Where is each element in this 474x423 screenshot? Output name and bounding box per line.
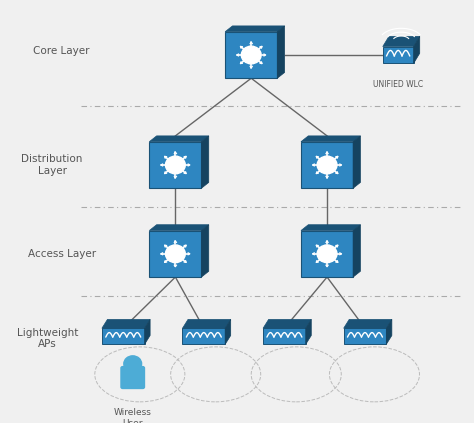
Polygon shape <box>201 225 209 277</box>
Polygon shape <box>225 26 284 32</box>
Polygon shape <box>102 328 145 344</box>
Polygon shape <box>225 32 277 78</box>
Polygon shape <box>182 328 225 344</box>
Polygon shape <box>263 319 311 328</box>
Polygon shape <box>301 231 353 277</box>
Circle shape <box>317 245 337 263</box>
Polygon shape <box>263 328 306 344</box>
Polygon shape <box>149 136 209 142</box>
Polygon shape <box>149 142 201 188</box>
Polygon shape <box>301 225 360 231</box>
Text: Distribution
Layer: Distribution Layer <box>21 154 83 176</box>
Polygon shape <box>149 225 209 231</box>
FancyBboxPatch shape <box>120 366 145 389</box>
Circle shape <box>165 156 185 174</box>
Polygon shape <box>277 26 284 78</box>
Polygon shape <box>383 47 413 63</box>
Polygon shape <box>353 225 360 277</box>
Text: Wireless
User: Wireless User <box>114 408 152 423</box>
Polygon shape <box>383 36 419 47</box>
Polygon shape <box>413 36 419 63</box>
Polygon shape <box>344 319 392 328</box>
Polygon shape <box>353 136 360 188</box>
Polygon shape <box>201 136 209 188</box>
Polygon shape <box>301 136 360 142</box>
Polygon shape <box>145 319 150 344</box>
Circle shape <box>241 46 261 64</box>
Polygon shape <box>102 319 150 328</box>
Polygon shape <box>386 319 392 344</box>
Circle shape <box>317 156 337 174</box>
Polygon shape <box>306 319 311 344</box>
Polygon shape <box>301 142 353 188</box>
Circle shape <box>124 356 142 372</box>
Text: Lightweight
APs: Lightweight APs <box>17 327 78 349</box>
Text: Core Layer: Core Layer <box>33 46 90 56</box>
Circle shape <box>165 245 185 263</box>
Polygon shape <box>149 231 201 277</box>
Polygon shape <box>344 328 386 344</box>
Polygon shape <box>225 319 231 344</box>
Text: Access Layer: Access Layer <box>27 249 96 259</box>
Polygon shape <box>182 319 231 328</box>
Text: UNIFIED WLC: UNIFIED WLC <box>373 80 423 89</box>
